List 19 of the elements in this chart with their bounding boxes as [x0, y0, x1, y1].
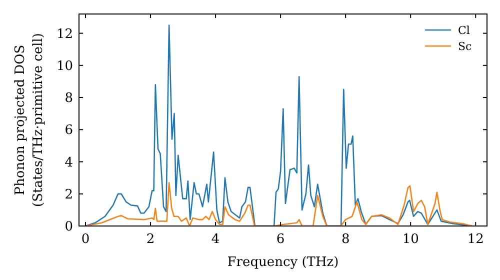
legend-label: Cl [458, 24, 470, 37]
x-tick-label: 6 [276, 232, 285, 247]
x-tick-label: 10 [402, 232, 419, 247]
y-tick-label: 10 [56, 58, 73, 74]
x-tick-label: 8 [341, 232, 350, 247]
line-series [84, 182, 474, 226]
y-tick-label: 4 [64, 155, 73, 170]
y-tick-label: 2 [64, 187, 73, 202]
x-tick-label: 0 [81, 232, 90, 247]
x-axis-title: Frequency (THz) [227, 255, 339, 270]
x-tick-label: 2 [146, 232, 155, 247]
y-tick-label: 8 [64, 91, 73, 106]
y-tick-label: 12 [56, 26, 73, 42]
legend-label: Sc [458, 40, 472, 53]
y-tick-label: 0 [64, 220, 73, 234]
y-axis-title: Phonon projected DOS (States/THz·primitive cell) [13, 32, 46, 208]
y-tick-label: 6 [64, 123, 73, 138]
x-tick-label: 12 [467, 232, 484, 247]
x-tick-label: 4 [211, 232, 220, 247]
